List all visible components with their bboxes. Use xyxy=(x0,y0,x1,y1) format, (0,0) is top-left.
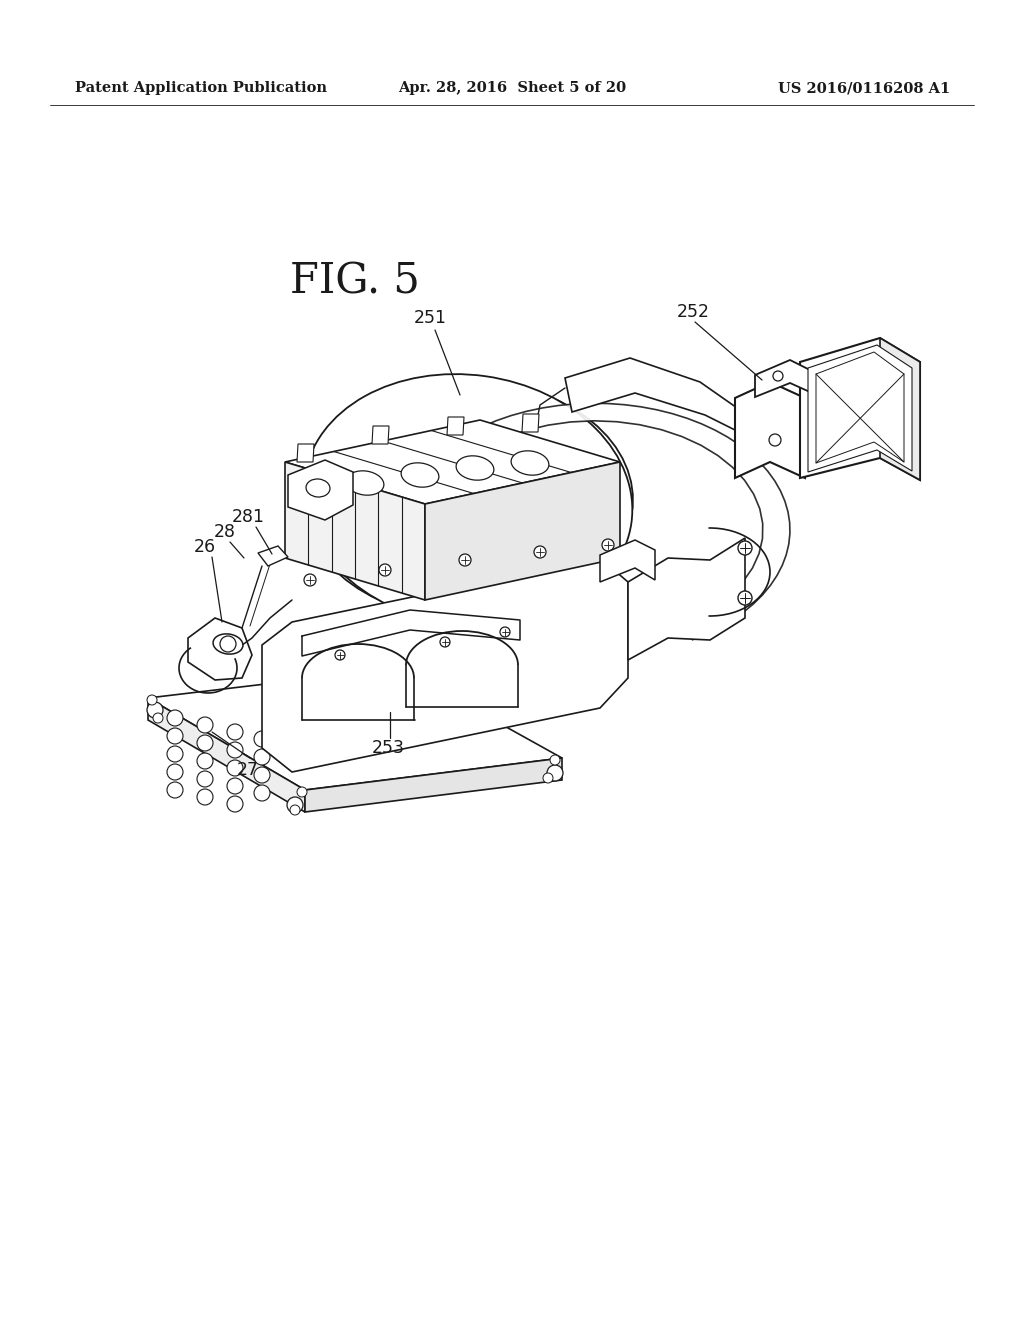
Text: US 2016/0116208 A1: US 2016/0116208 A1 xyxy=(778,81,950,95)
Circle shape xyxy=(227,723,243,741)
Polygon shape xyxy=(808,345,912,473)
Text: 253: 253 xyxy=(372,739,404,756)
Text: 281: 281 xyxy=(231,508,264,525)
Text: 26: 26 xyxy=(194,539,216,556)
Ellipse shape xyxy=(304,374,632,626)
Ellipse shape xyxy=(511,451,549,475)
Circle shape xyxy=(769,434,781,446)
Circle shape xyxy=(167,781,183,799)
Polygon shape xyxy=(372,426,389,444)
Circle shape xyxy=(547,766,563,781)
Circle shape xyxy=(773,371,783,381)
Circle shape xyxy=(534,546,546,558)
Polygon shape xyxy=(148,698,305,812)
Ellipse shape xyxy=(213,634,243,655)
Ellipse shape xyxy=(306,479,330,498)
Circle shape xyxy=(220,636,236,652)
Circle shape xyxy=(167,746,183,762)
Polygon shape xyxy=(297,444,314,462)
Circle shape xyxy=(227,760,243,776)
Circle shape xyxy=(167,710,183,726)
Text: Apr. 28, 2016  Sheet 5 of 20: Apr. 28, 2016 Sheet 5 of 20 xyxy=(398,81,626,95)
Circle shape xyxy=(335,649,345,660)
Circle shape xyxy=(197,717,213,733)
Circle shape xyxy=(227,796,243,812)
Circle shape xyxy=(227,777,243,795)
Ellipse shape xyxy=(401,463,439,487)
Circle shape xyxy=(147,696,157,705)
Circle shape xyxy=(550,755,560,766)
Text: 28: 28 xyxy=(214,523,236,541)
Polygon shape xyxy=(285,420,620,504)
Polygon shape xyxy=(447,417,464,436)
Text: 251: 251 xyxy=(414,309,446,327)
Circle shape xyxy=(254,767,270,783)
Circle shape xyxy=(197,789,213,805)
Polygon shape xyxy=(148,668,562,789)
Polygon shape xyxy=(755,360,810,397)
Polygon shape xyxy=(303,381,633,619)
Circle shape xyxy=(500,627,510,638)
Circle shape xyxy=(379,564,391,576)
Text: 252: 252 xyxy=(677,304,710,321)
Polygon shape xyxy=(188,618,252,680)
Circle shape xyxy=(287,797,303,813)
Polygon shape xyxy=(425,462,620,601)
Circle shape xyxy=(197,752,213,770)
Polygon shape xyxy=(305,758,562,812)
Circle shape xyxy=(738,541,752,554)
Circle shape xyxy=(254,731,270,747)
Polygon shape xyxy=(470,404,790,640)
Polygon shape xyxy=(285,462,425,601)
Ellipse shape xyxy=(346,471,384,495)
Circle shape xyxy=(197,735,213,751)
Circle shape xyxy=(167,764,183,780)
Circle shape xyxy=(290,805,300,814)
Ellipse shape xyxy=(456,455,494,480)
Circle shape xyxy=(543,774,553,783)
Circle shape xyxy=(197,771,213,787)
Polygon shape xyxy=(258,546,288,566)
Polygon shape xyxy=(288,459,353,520)
Polygon shape xyxy=(816,352,904,463)
Circle shape xyxy=(440,638,450,647)
Circle shape xyxy=(153,713,163,723)
Circle shape xyxy=(738,591,752,605)
Ellipse shape xyxy=(374,436,551,572)
Text: FIG. 5: FIG. 5 xyxy=(290,261,420,304)
Circle shape xyxy=(602,539,614,550)
Circle shape xyxy=(227,742,243,758)
Circle shape xyxy=(459,554,471,566)
Circle shape xyxy=(147,702,163,718)
Text: 27: 27 xyxy=(237,762,259,779)
Circle shape xyxy=(254,785,270,801)
Polygon shape xyxy=(262,558,628,772)
Polygon shape xyxy=(628,539,745,660)
Circle shape xyxy=(304,574,316,586)
Polygon shape xyxy=(565,358,745,436)
Circle shape xyxy=(167,729,183,744)
Circle shape xyxy=(297,787,307,797)
Polygon shape xyxy=(735,381,805,478)
Ellipse shape xyxy=(445,494,475,516)
Polygon shape xyxy=(522,414,539,432)
Polygon shape xyxy=(800,338,920,480)
Polygon shape xyxy=(880,338,920,480)
Polygon shape xyxy=(600,540,655,582)
Text: Patent Application Publication: Patent Application Publication xyxy=(75,81,327,95)
Circle shape xyxy=(254,748,270,766)
